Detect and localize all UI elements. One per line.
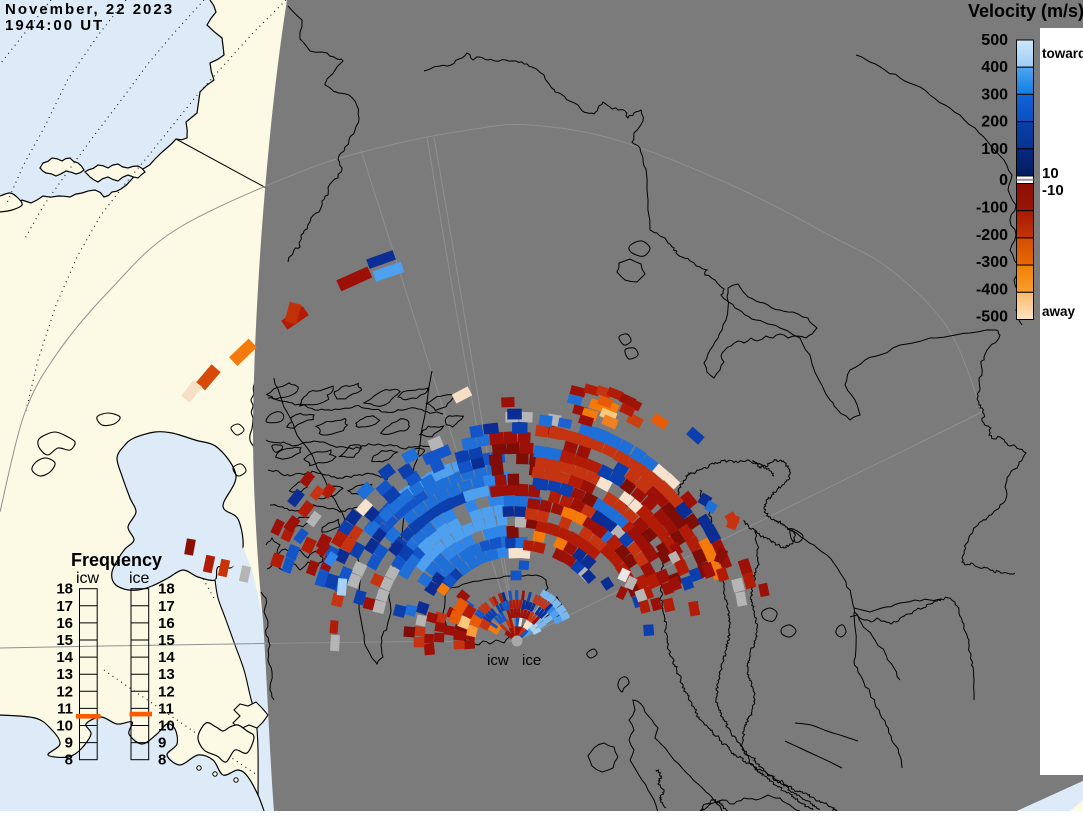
svg-text:-500: -500 bbox=[976, 309, 1008, 326]
svg-text:away: away bbox=[1042, 304, 1076, 319]
svg-text:ice: ice bbox=[522, 652, 541, 669]
svg-text:November, 22 2023: November, 22 2023 bbox=[5, 1, 174, 18]
svg-text:icw: icw bbox=[487, 652, 509, 669]
svg-text:9: 9 bbox=[158, 735, 166, 752]
svg-text:17: 17 bbox=[56, 598, 73, 615]
svg-text:0: 0 bbox=[999, 172, 1008, 189]
svg-text:18: 18 bbox=[56, 581, 73, 598]
svg-text:17: 17 bbox=[158, 598, 175, 615]
svg-text:16: 16 bbox=[158, 615, 175, 632]
svg-text:11: 11 bbox=[57, 700, 73, 717]
svg-text:10: 10 bbox=[1042, 165, 1059, 182]
svg-text:ice: ice bbox=[129, 570, 150, 587]
svg-text:9: 9 bbox=[65, 735, 73, 752]
svg-text:1944:00 UT: 1944:00 UT bbox=[5, 17, 104, 34]
svg-text:500: 500 bbox=[981, 32, 1008, 49]
svg-text:8: 8 bbox=[158, 752, 166, 769]
svg-text:14: 14 bbox=[158, 649, 175, 666]
svg-text:200: 200 bbox=[981, 114, 1008, 131]
svg-text:12: 12 bbox=[56, 683, 73, 700]
svg-text:-300: -300 bbox=[976, 254, 1008, 271]
svg-text:100: 100 bbox=[981, 141, 1008, 158]
svg-text:15: 15 bbox=[158, 632, 175, 649]
svg-text:14: 14 bbox=[56, 649, 73, 666]
svg-text:8: 8 bbox=[65, 752, 73, 769]
svg-text:11: 11 bbox=[158, 700, 174, 717]
svg-text:icw: icw bbox=[76, 570, 100, 587]
svg-text:toward: toward bbox=[1042, 46, 1083, 61]
svg-text:-10: -10 bbox=[1042, 182, 1064, 199]
svg-text:300: 300 bbox=[981, 86, 1008, 103]
svg-text:12: 12 bbox=[158, 683, 175, 700]
svg-text:18: 18 bbox=[158, 581, 175, 598]
svg-text:13: 13 bbox=[56, 666, 73, 683]
svg-text:-200: -200 bbox=[976, 227, 1008, 244]
svg-text:400: 400 bbox=[981, 59, 1008, 76]
svg-text:13: 13 bbox=[158, 666, 175, 683]
svg-text:10: 10 bbox=[56, 718, 73, 735]
svg-text:16: 16 bbox=[56, 615, 73, 632]
svg-text:Velocity (m/s): Velocity (m/s) bbox=[968, 1, 1083, 21]
svg-text:Frequency: Frequency bbox=[71, 550, 162, 570]
svg-text:15: 15 bbox=[56, 632, 73, 649]
svg-text:-100: -100 bbox=[976, 200, 1008, 217]
svg-text:-400: -400 bbox=[976, 281, 1008, 298]
svg-text:10: 10 bbox=[158, 718, 175, 735]
